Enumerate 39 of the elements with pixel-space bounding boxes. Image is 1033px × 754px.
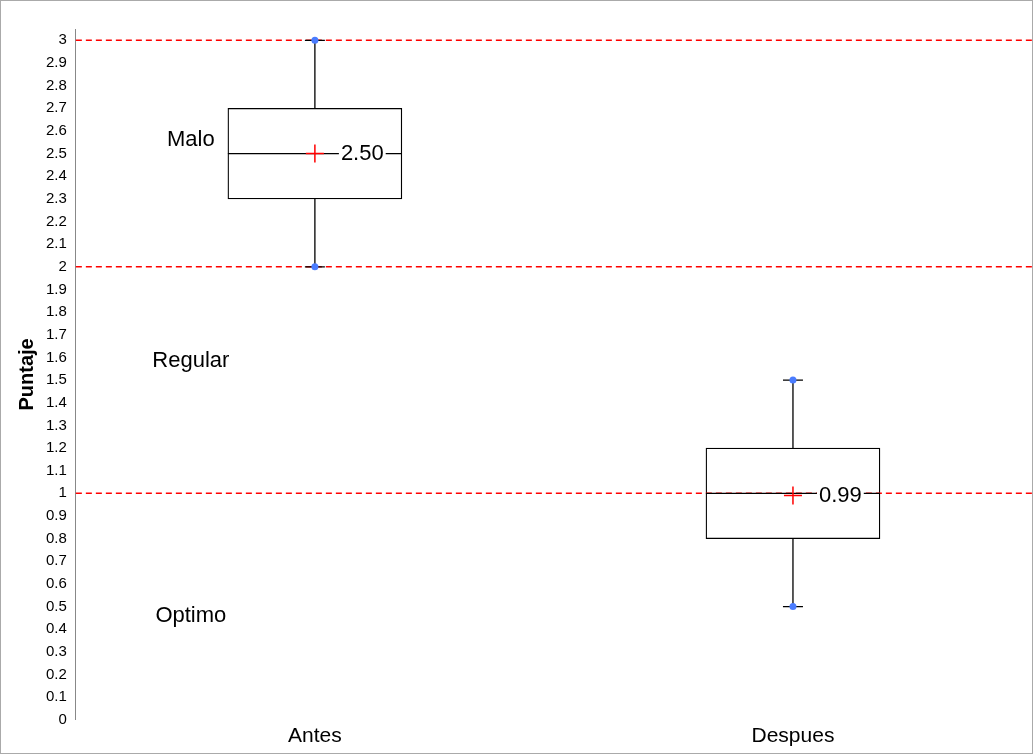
annotation: Malo xyxy=(167,125,215,151)
y-tick-label: 1.1 xyxy=(45,460,67,478)
y-tick-label: 2.4 xyxy=(45,166,67,184)
y-tick-label: 0 xyxy=(58,709,67,727)
y-tick-label: 2.6 xyxy=(45,121,67,139)
annotation: Regular xyxy=(152,346,230,372)
y-tick-label: 1 xyxy=(58,483,67,501)
y-tick-label: 2.3 xyxy=(45,189,67,207)
y-tick-label: 1.9 xyxy=(45,279,67,297)
annotation: 0.99 xyxy=(818,481,862,507)
y-tick-label: 1.8 xyxy=(45,302,67,320)
y-tick-label: 0.7 xyxy=(45,551,67,569)
y-tick-label: 0.9 xyxy=(45,506,67,524)
x-tick-label: Despues xyxy=(751,723,835,747)
y-tick-label: 0.6 xyxy=(45,574,67,592)
y-tick-label: 1.3 xyxy=(45,415,67,433)
y-axis-title: Puntaje xyxy=(14,338,37,411)
y-tick-label: 2.9 xyxy=(45,53,67,71)
y-tick-label: 0.1 xyxy=(45,687,67,705)
y-tick-label: 0.4 xyxy=(45,619,67,637)
y-tick-label: 1.5 xyxy=(45,370,67,388)
y-tick-label: 0.5 xyxy=(45,596,67,614)
annotation: 2.50 xyxy=(340,139,384,165)
y-tick-label: 1.4 xyxy=(45,392,67,410)
y-tick-label: 3 xyxy=(58,30,67,48)
y-tick-label: 2 xyxy=(58,256,67,274)
annotation: Optimo xyxy=(155,602,227,628)
y-tick-label: 0.2 xyxy=(45,664,67,682)
y-tick-label: 1.2 xyxy=(45,438,67,456)
y-tick-label: 2.7 xyxy=(45,98,67,116)
y-tick-label: 2.8 xyxy=(45,75,67,93)
y-tick-label: 2.2 xyxy=(45,211,67,229)
y-tick-label: 2.1 xyxy=(45,234,67,252)
x-tick-label: Antes xyxy=(288,723,342,747)
y-tick-label: 0.8 xyxy=(45,528,67,546)
y-tick-label: 1.7 xyxy=(45,324,67,342)
y-tick-label: 2.5 xyxy=(45,143,67,161)
y-tick-label: 1.6 xyxy=(45,347,67,365)
y-tick-label: 0.3 xyxy=(45,641,67,659)
